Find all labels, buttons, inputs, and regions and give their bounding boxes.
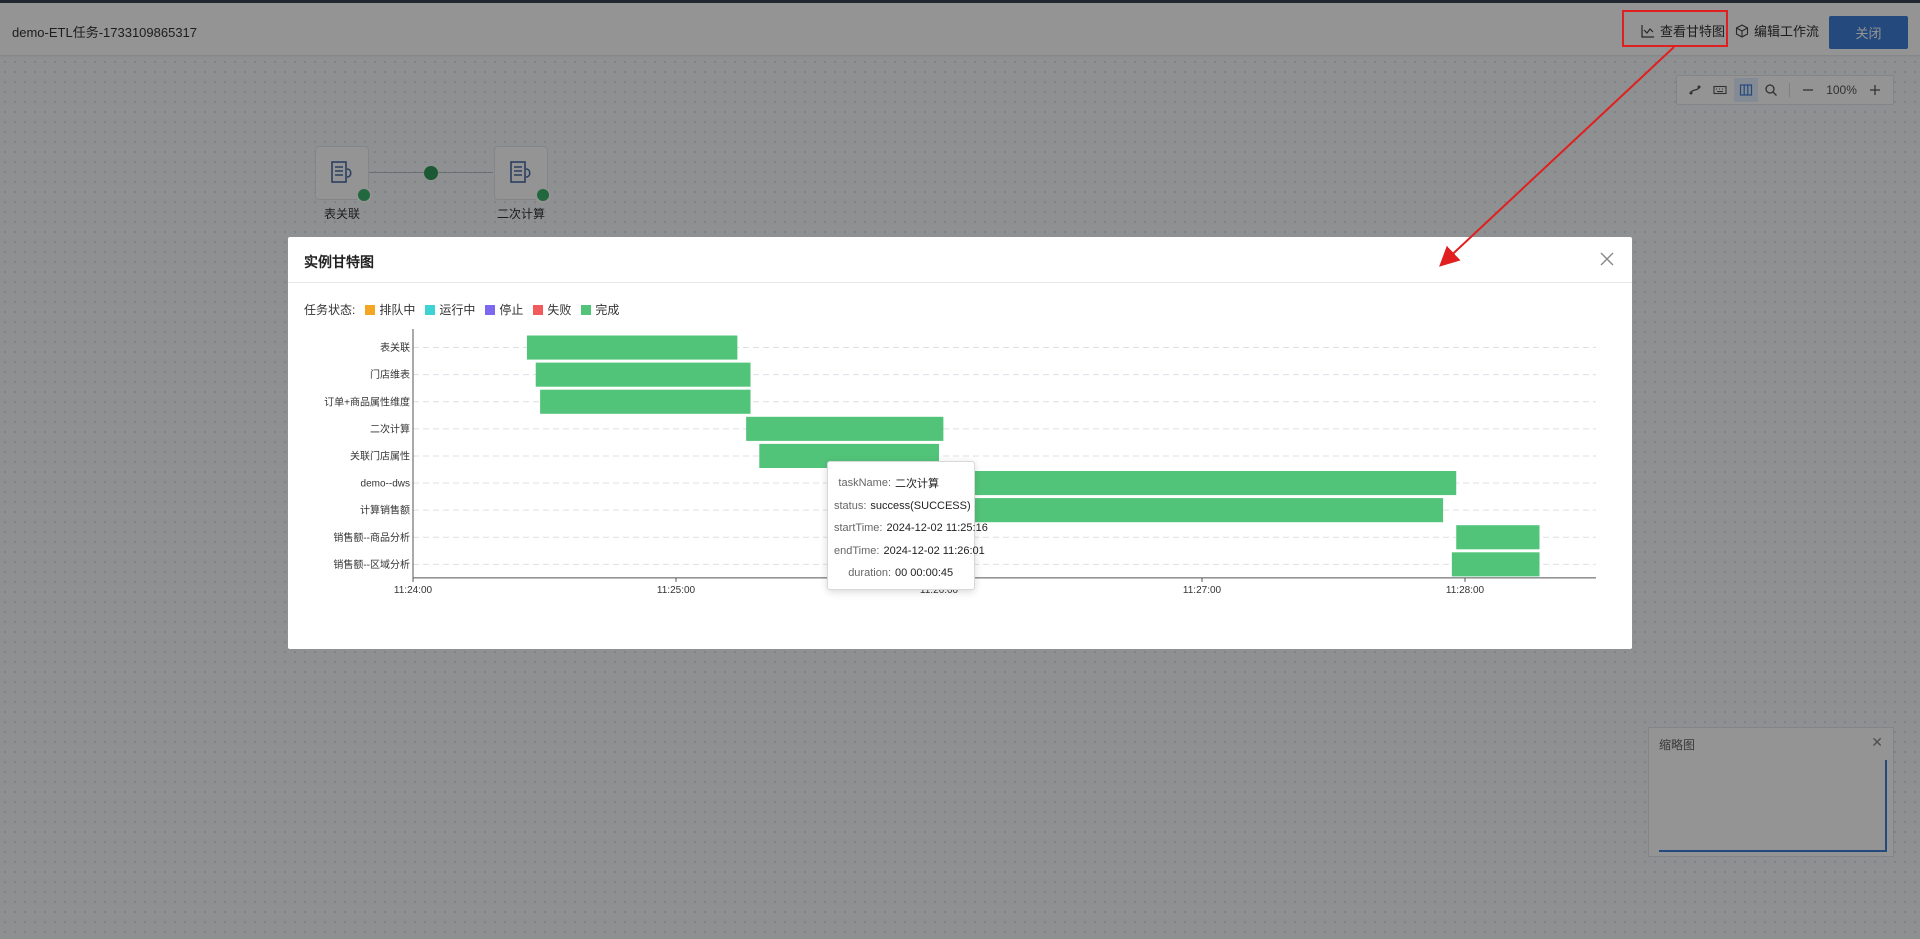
node-label: 二次计算 (496, 207, 545, 221)
x-tick-label: 11:25:00 (657, 585, 696, 596)
x-tick-label: 11:27:00 (1183, 585, 1222, 596)
category-label: 门店维表 (370, 368, 410, 381)
legend-label: 完成 (595, 303, 620, 317)
zoom-level: 100% (1826, 83, 1857, 97)
zoom-out-icon[interactable] (1796, 78, 1820, 102)
workflow-title: demo-ETL任务-1733109865317 (12, 25, 198, 40)
minimap-close-icon[interactable]: ✕ (1871, 734, 1883, 750)
tooltip-key: startTime: (834, 522, 883, 535)
legend-title: 任务状态: (304, 303, 356, 317)
legend-label: 停止 (499, 303, 524, 317)
x-tick-label: 11:24:00 (394, 585, 433, 596)
modal-title: 实例甘特图 (304, 254, 374, 270)
legend-item-running: 运行中 (425, 301, 475, 318)
node-label: 表关联 (323, 207, 360, 221)
status-legend: 任务状态: 排队中 运行中 停止 失败 完成 (304, 301, 619, 318)
legend-swatch (581, 304, 592, 315)
toolbar-divider (1789, 83, 1791, 97)
top-bar: demo-ETL任务-1733109865317 查看甘特图 编辑工作流 关闭 (0, 0, 1920, 56)
close-button[interactable]: 关闭 (1829, 16, 1908, 49)
gantt-bar (1456, 525, 1540, 550)
legend-item-stopped: 停止 (485, 301, 523, 318)
search-icon[interactable] (1760, 78, 1784, 102)
layout-icon[interactable] (1683, 78, 1707, 102)
cube-icon (1735, 23, 1749, 38)
category-label: 销售额--区域分析 (333, 558, 410, 571)
category-label: 表关联 (380, 341, 410, 354)
x-tick-label: 11:26:00 (920, 585, 959, 596)
legend-swatch (425, 304, 436, 315)
minimap-viewport[interactable] (1659, 760, 1887, 852)
gantt-tooltip: taskName: 二次计算 status: success(SUCCESS) st… (827, 461, 988, 590)
table-join-icon (331, 161, 352, 183)
legend-item-queued: 排队中 (365, 301, 415, 318)
tooltip-value: 00 00:00:45 (895, 567, 954, 580)
legend-label: 失败 (547, 303, 572, 317)
canvas-toolbar: 100% (1676, 75, 1894, 105)
workflow-node[interactable] (315, 146, 372, 203)
legend-item-success: 完成 (581, 301, 619, 318)
legend-swatch (533, 304, 544, 315)
edit-workflow-button[interactable]: 编辑工作流 (1735, 21, 1819, 40)
tooltip-row: startTime: 2024-12-02 11:25:16 (834, 517, 988, 540)
tooltip-key: endTime: (834, 544, 880, 557)
tooltip-row: endTime: 2024-12-02 11:26:01 (834, 540, 985, 563)
edit-workflow-label: 编辑工作流 (1754, 24, 1820, 39)
columns-icon[interactable] (1734, 78, 1758, 102)
category-label: 订单+商品属性维度 (324, 395, 410, 408)
minimap-panel: 缩略图 ✕ (1648, 727, 1894, 857)
tooltip-value: 二次计算 (895, 478, 939, 491)
legend-label: 排队中 (379, 303, 416, 317)
tooltip-key: taskName: (838, 477, 891, 490)
gantt-bar (535, 362, 751, 387)
zoom-in-icon[interactable] (1863, 78, 1887, 102)
category-label: 销售额--商品分析 (333, 531, 410, 544)
gantt-bar (746, 416, 944, 441)
workflow-node[interactable] (494, 146, 551, 203)
modal-header: 实例甘特图 (288, 237, 1632, 283)
table-compute-icon (510, 161, 531, 183)
gantt-bar (1451, 552, 1540, 577)
category-label: 关联门店属性 (350, 449, 410, 462)
category-label: 二次计算 (370, 422, 410, 435)
gantt-bar (895, 471, 1457, 496)
keyboard-icon[interactable] (1709, 78, 1733, 102)
gantt-bar (540, 389, 751, 414)
tooltip-key: status: (834, 499, 867, 512)
view-gantt-button[interactable]: 查看甘特图 (1641, 21, 1725, 40)
category-label: 计算销售额 (360, 504, 410, 517)
close-icon[interactable] (1598, 250, 1616, 268)
tooltip-row: duration: 00 00:00:45 (834, 562, 968, 585)
tooltip-value: success(SUCCESS) (870, 499, 971, 512)
legend-label: 运行中 (439, 303, 476, 317)
tooltip-value: 2024-12-02 11:25:16 (886, 522, 988, 535)
node-success-icon (356, 187, 372, 203)
gantt-chart-icon (1641, 24, 1654, 38)
category-label: demo--dws (361, 479, 410, 490)
x-tick-label: 11:28:00 (1446, 585, 1485, 596)
gantt-bar (895, 498, 1444, 523)
tooltip-key: duration: (848, 567, 891, 580)
tooltip-row: status: success(SUCCESS) (834, 495, 971, 518)
gantt-bar (526, 335, 738, 360)
legend-swatch (485, 304, 496, 315)
tooltip-value: 2024-12-02 11:26:01 (883, 544, 985, 557)
legend-swatch (365, 304, 376, 315)
minimap-title: 缩略图 (1659, 738, 1696, 752)
gantt-modal: 实例甘特图 任务状态: 排队中 运行中 停止 失败 完成 表关联门店维表订单+商… (288, 237, 1632, 649)
legend-item-failed: 失败 (533, 301, 571, 318)
node-success-icon (535, 187, 551, 203)
tooltip-row: taskName: 二次计算 (834, 472, 968, 495)
gantt-chart: 表关联门店维表订单+商品属性维度二次计算关联门店属性demo--dws计算销售额… (324, 329, 1596, 596)
edge-success-icon (424, 166, 438, 180)
view-gantt-label: 查看甘特图 (1660, 24, 1726, 39)
